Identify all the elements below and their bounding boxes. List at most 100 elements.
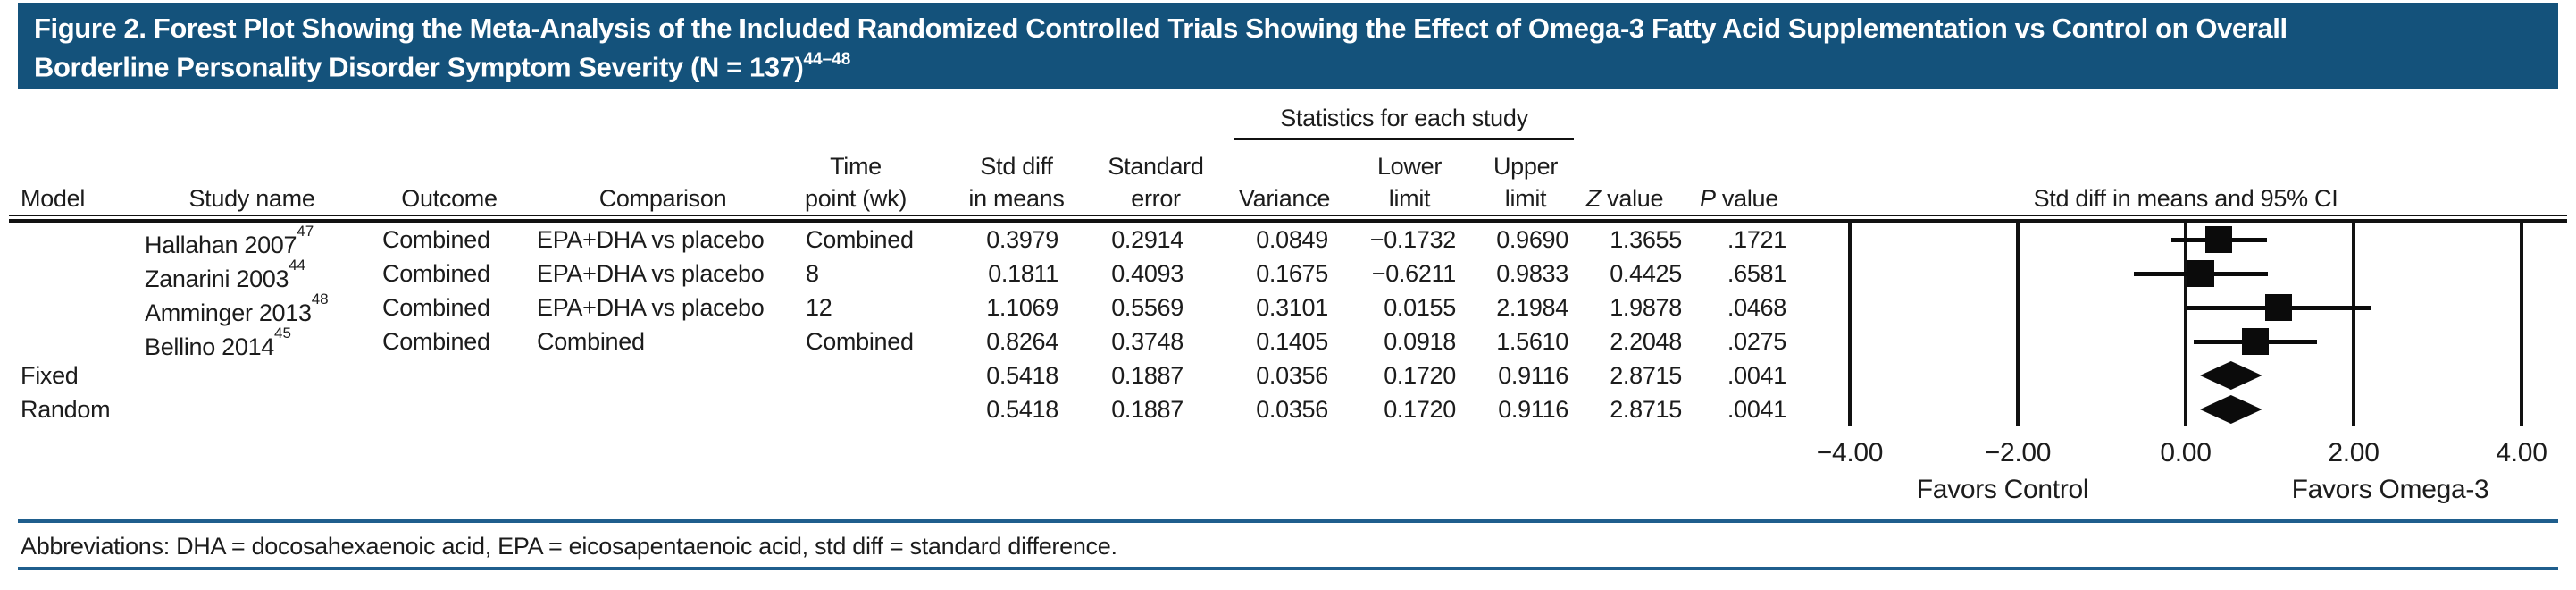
axis-tick-label: 4.00 [2496,438,2547,468]
cell-outcome: Combined [382,328,490,355]
cell-stddiff: 0.3979 [986,226,1058,253]
abbreviations-note: Abbreviations: DHA = docosahexaenoic aci… [21,533,1117,560]
cell-lower: −0.6211 [1371,260,1457,287]
col-header-lower-2: limit [1388,185,1431,212]
figure-title-line1: Figure 2. Forest Plot Showing the Meta-A… [34,13,2287,44]
cell-lower: −0.1732 [1369,226,1457,253]
cell-outcome: Combined [382,226,490,253]
col-header-stderr-2: error [1131,185,1181,212]
col-header-model: Model [21,185,86,212]
citation-ref: 45 [274,324,291,341]
cell-stddiff: 1.1069 [986,294,1058,321]
cell-variance: 0.0356 [1256,362,1328,389]
cell-p: .0041 [1727,396,1786,423]
axis-tick-label: 0.00 [2160,438,2212,468]
cell-upper: 0.9116 [1498,396,1568,423]
cell-stderr: 0.2914 [1111,226,1183,253]
cell-z: 2.8715 [1610,362,1682,389]
footer-rule-top [18,519,2558,523]
cell-study: Hallahan 200747 [145,223,314,258]
cell-variance: 0.1675 [1256,260,1328,287]
col-header-upper-1: Upper [1493,153,1559,180]
cell-timepoint: 12 [806,294,832,321]
cell-upper: 0.9833 [1496,260,1568,287]
cell-comparison: EPA+DHA vs placebo [537,294,765,321]
col-header-comparison: Comparison [598,185,727,212]
cell-model: Random [21,396,111,423]
table-row: Bellino 201445 Combined Combined Combine… [0,324,2576,360]
cell-stddiff: 0.5418 [986,362,1058,389]
col-header-stddiff-1: Std diff [980,153,1053,180]
cell-z: 2.8715 [1610,396,1682,423]
col-header-stddiff-2: in means [968,185,1065,212]
footer-rule-bottom [18,567,2558,570]
cell-stderr: 0.4093 [1111,260,1183,287]
header-rule-thin [9,215,2567,216]
citation-ref: 48 [311,291,329,308]
cell-stderr: 0.1887 [1111,396,1183,423]
cell-p: .0041 [1727,362,1786,389]
axis-tick-label: 2.00 [2328,438,2379,468]
cell-variance: 0.1405 [1256,328,1328,355]
table-row: Zanarini 200344 Combined EPA+DHA vs plac… [0,257,2576,292]
cell-timepoint: Combined [806,328,914,355]
cell-model: Fixed [21,362,79,389]
col-header-upper-2: limit [1504,185,1547,212]
cell-study: Bellino 201445 [145,324,291,360]
cell-outcome: Combined [382,294,490,321]
cell-stderr: 0.3748 [1111,328,1183,355]
cell-p: .6581 [1727,260,1786,287]
col-header-variance: Variance [1238,185,1331,212]
cell-stddiff: 0.5418 [986,396,1058,423]
citation-ref: 47 [297,223,314,240]
cell-lower: 0.0155 [1384,294,1456,321]
col-header-stderr-1: Standard [1108,153,1204,180]
cell-timepoint: Combined [806,226,914,253]
col-header-z-value: Z value [1585,185,1664,212]
cell-model [21,324,137,358]
cell-variance: 0.0849 [1256,226,1328,253]
cell-z: 1.9878 [1610,294,1682,321]
cell-lower: 0.0918 [1384,328,1456,355]
cell-variance: 0.3101 [1256,294,1328,321]
favors-control-label: Favors Control [1916,475,2089,504]
cell-p: .1721 [1727,226,1786,253]
cell-p: .0275 [1727,328,1786,355]
table-row-summary-random: Random 0.5418 0.1887 0.0356 0.1720 0.911… [0,392,2576,426]
cell-stddiff: 0.1811 [988,260,1058,287]
col-header-study-name: Study name [188,185,315,212]
cell-outcome: Combined [382,260,490,287]
citation-ref: 44 [289,257,306,274]
figure-title-refs: 44–48 [803,50,851,69]
axis-tick-label: −4.00 [1816,438,1884,468]
cell-study: Zanarini 200344 [145,257,306,292]
cell-stderr: 0.1887 [1111,362,1183,389]
col-header-lower-1: Lower [1376,153,1443,180]
cell-model [21,257,137,291]
cell-comparison: EPA+DHA vs placebo [537,260,765,287]
cell-lower: 0.1720 [1384,362,1456,389]
axis-tick-label: −2.00 [1984,438,2052,468]
cell-study: Amminger 201348 [145,291,329,326]
stats-group-underline [1234,138,1574,140]
figure-title-bar: Figure 2. Forest Plot Showing the Meta-A… [18,3,2558,88]
col-header-outcome: Outcome [401,185,498,212]
cell-timepoint: 8 [806,260,819,287]
cell-upper: 1.5610 [1496,328,1568,355]
cell-z: 2.2048 [1610,328,1682,355]
col-header-timepoint-2: point (wk) [804,185,907,212]
cell-model [21,291,137,324]
cell-comparison: EPA+DHA vs placebo [537,226,765,253]
plot-header: Std diff in means and 95% CI [2033,185,2338,212]
cell-z: 0.4425 [1610,260,1682,287]
cell-variance: 0.0356 [1256,396,1328,423]
cell-upper: 2.1984 [1496,294,1568,321]
col-header-timepoint-1: Time [830,153,882,180]
cell-model [21,223,137,257]
table-row: Amminger 201348 Combined EPA+DHA vs plac… [0,291,2576,326]
cell-z: 1.3655 [1610,226,1682,253]
table-row: Hallahan 200747 Combined EPA+DHA vs plac… [0,223,2576,258]
cell-p: .0468 [1727,294,1786,321]
cell-upper: 0.9116 [1498,362,1568,389]
